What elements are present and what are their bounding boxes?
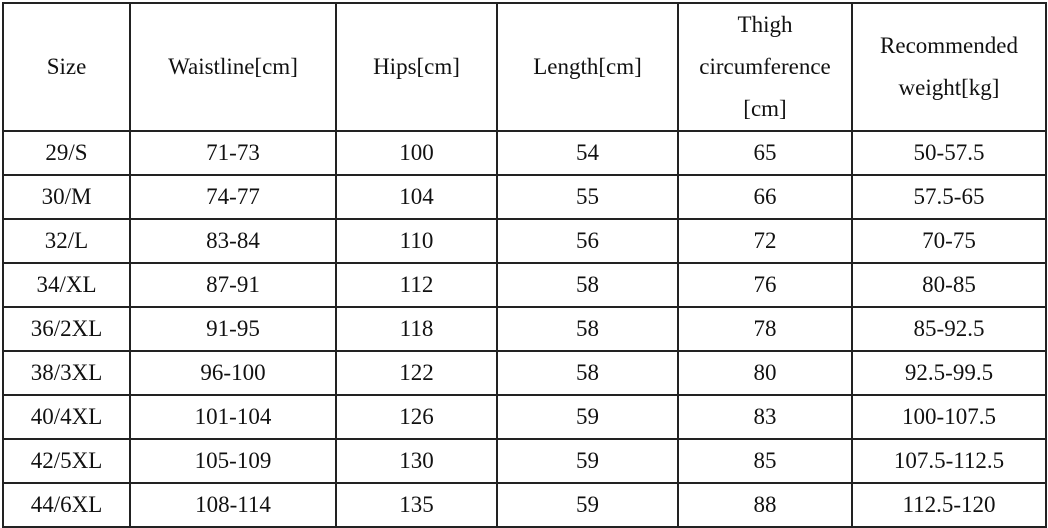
table-cell: 66 bbox=[677, 174, 853, 220]
table-cell: 42/5XL bbox=[2, 438, 131, 484]
table-cell: 110 bbox=[335, 218, 498, 264]
table-cell: 74-77 bbox=[129, 174, 337, 220]
table-cell: 34/XL bbox=[2, 262, 131, 308]
header-cell: Thigh circumference [cm] bbox=[677, 2, 853, 132]
table-cell: 126 bbox=[335, 394, 498, 440]
table-header: Size Waistline[cm] Hips[cm] Length[cm] Thigh… bbox=[2, 2, 1047, 132]
table-row: 30/M 74-77 104 55 66 57.5-65 bbox=[2, 174, 1047, 220]
table-cell: 30/M bbox=[2, 174, 131, 220]
table-cell: 100 bbox=[335, 130, 498, 176]
table-cell: 80 bbox=[677, 350, 853, 396]
table-cell: 57.5-65 bbox=[851, 174, 1047, 220]
table-cell: 83-84 bbox=[129, 218, 337, 264]
table-cell: 58 bbox=[496, 262, 679, 308]
table-cell: 59 bbox=[496, 394, 679, 440]
table-cell: 40/4XL bbox=[2, 394, 131, 440]
table-cell: 50-57.5 bbox=[851, 130, 1047, 176]
table-cell: 118 bbox=[335, 306, 498, 352]
table-cell: 36/2XL bbox=[2, 306, 131, 352]
table-cell: 108-114 bbox=[129, 482, 337, 528]
table-cell: 85 bbox=[677, 438, 853, 484]
table-cell: 78 bbox=[677, 306, 853, 352]
header-cell: Recommended weight[kg] bbox=[851, 2, 1047, 132]
table-cell: 72 bbox=[677, 218, 853, 264]
header-cell: Waistline[cm] bbox=[129, 2, 337, 132]
table-cell: 59 bbox=[496, 482, 679, 528]
table-cell: 32/L bbox=[2, 218, 131, 264]
table-cell: 44/6XL bbox=[2, 482, 131, 528]
table-row: 36/2XL 91-95 118 58 78 85-92.5 bbox=[2, 306, 1047, 352]
table-row: 29/S 71-73 100 54 65 50-57.5 bbox=[2, 130, 1047, 176]
table-row: 40/4XL 101-104 126 59 83 100-107.5 bbox=[2, 394, 1047, 440]
table-cell: 83 bbox=[677, 394, 853, 440]
table-cell: 54 bbox=[496, 130, 679, 176]
table-cell: 92.5-99.5 bbox=[851, 350, 1047, 396]
table-row: 32/L 83-84 110 56 72 70-75 bbox=[2, 218, 1047, 264]
table-cell: 65 bbox=[677, 130, 853, 176]
header-cell: Length[cm] bbox=[496, 2, 679, 132]
header-row: Size Waistline[cm] Hips[cm] Length[cm] Thigh… bbox=[2, 2, 1047, 132]
header-cell: Size bbox=[2, 2, 131, 132]
table-cell: 96-100 bbox=[129, 350, 337, 396]
table-cell: 71-73 bbox=[129, 130, 337, 176]
table-row: 42/5XL 105-109 130 59 85 107.5-112.5 bbox=[2, 438, 1047, 484]
table-cell: 112.5-120 bbox=[851, 482, 1047, 528]
table-cell: 88 bbox=[677, 482, 853, 528]
table-cell: 70-75 bbox=[851, 218, 1047, 264]
table-cell: 80-85 bbox=[851, 262, 1047, 308]
table-cell: 100-107.5 bbox=[851, 394, 1047, 440]
table-row: 38/3XL 96-100 122 58 80 92.5-99.5 bbox=[2, 350, 1047, 396]
table-row: 34/XL 87-91 112 58 76 80-85 bbox=[2, 262, 1047, 308]
table-cell: 107.5-112.5 bbox=[851, 438, 1047, 484]
table-cell: 59 bbox=[496, 438, 679, 484]
table-cell: 105-109 bbox=[129, 438, 337, 484]
table-cell: 112 bbox=[335, 262, 498, 308]
table-cell: 130 bbox=[335, 438, 498, 484]
table-cell: 122 bbox=[335, 350, 498, 396]
table-body: 29/S 71-73 100 54 65 50-57.5 30/M 74-77 104 55 66 5… bbox=[2, 130, 1047, 528]
table-cell: 58 bbox=[496, 350, 679, 396]
table-cell: 87-91 bbox=[129, 262, 337, 308]
header-cell: Hips[cm] bbox=[335, 2, 498, 132]
table-cell: 55 bbox=[496, 174, 679, 220]
table-cell: 76 bbox=[677, 262, 853, 308]
table-cell: 29/S bbox=[2, 130, 131, 176]
table-cell: 56 bbox=[496, 218, 679, 264]
table-row: 44/6XL 108-114 135 59 88 112.5-120 bbox=[2, 482, 1047, 528]
table-cell: 104 bbox=[335, 174, 498, 220]
table-cell: 38/3XL bbox=[2, 350, 131, 396]
table-cell: 85-92.5 bbox=[851, 306, 1047, 352]
table-cell: 91-95 bbox=[129, 306, 337, 352]
table-cell: 135 bbox=[335, 482, 498, 528]
table-cell: 101-104 bbox=[129, 394, 337, 440]
table-cell: 58 bbox=[496, 306, 679, 352]
